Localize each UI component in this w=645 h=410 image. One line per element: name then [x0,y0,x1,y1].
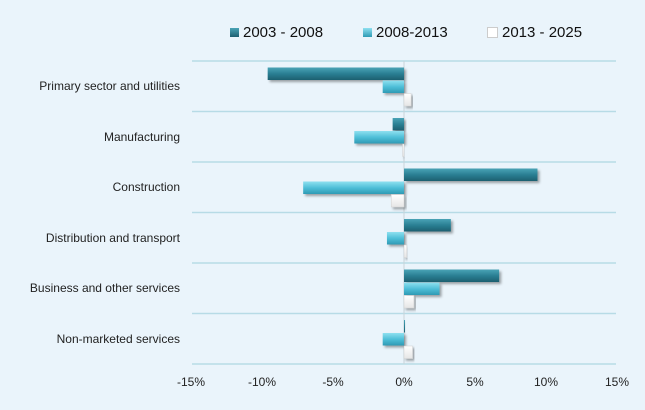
legend-swatch [487,27,498,38]
x-tick-label: -5% [322,375,344,389]
x-tick-label: -10% [247,375,277,389]
legend-item: 2008-2013 [363,24,448,41]
bar-2013-2025-1 [402,143,405,157]
bars [267,67,538,359]
bar-2003-2008-3 [404,219,451,232]
bar-2003-2008-2 [404,168,538,181]
bar-2013-2025-5 [403,345,413,359]
bar-2013-2025-3 [403,244,408,258]
x-tick-label: 10% [533,375,559,389]
legend-label: 2003 - 2008 [243,24,324,41]
bar-2003-2008-5 [404,320,405,333]
x-tick-label: -15% [176,375,206,389]
legend-item: 2003 - 2008 [230,24,323,41]
bar-2008-2013-2 [303,181,404,194]
bar-2008-2013-1 [354,131,404,144]
category-label: Business and other services [29,281,180,295]
legend-label: 2013 - 2025 [502,24,583,41]
legend-swatch [363,28,372,37]
legend: 2003 - 2008 2008-2013 2013 - 2025 [0,24,645,44]
bar-2008-2013-5 [382,333,404,346]
bar-2003-2008-0 [267,67,404,80]
bar-2008-2013-4 [404,282,440,295]
legend-label: 2008-2013 [376,24,448,41]
category-label: Construction [112,180,180,194]
bar-2013-2025-0 [403,93,412,107]
category-label: Manufacturing [103,129,180,144]
gridlines [192,60,616,365]
category-label: Non-marketed services [56,331,180,346]
legend-swatch [230,28,239,37]
bar-2003-2008-1 [392,118,404,131]
bar-2013-2025-4 [403,295,415,309]
bar-2013-2025-2 [390,194,405,208]
bar-2008-2013-3 [386,232,404,245]
x-tick-label: 0% [395,375,413,389]
x-tick-label: 5% [466,375,484,389]
bar-2003-2008-4 [404,269,500,282]
category-label: Distribution and transport [45,230,180,245]
category-label: Primary sector and utilities [39,79,180,93]
legend-item: 2013 - 2025 [487,24,582,41]
x-tick-label: 15% [604,375,630,389]
bar-2008-2013-0 [382,80,404,93]
